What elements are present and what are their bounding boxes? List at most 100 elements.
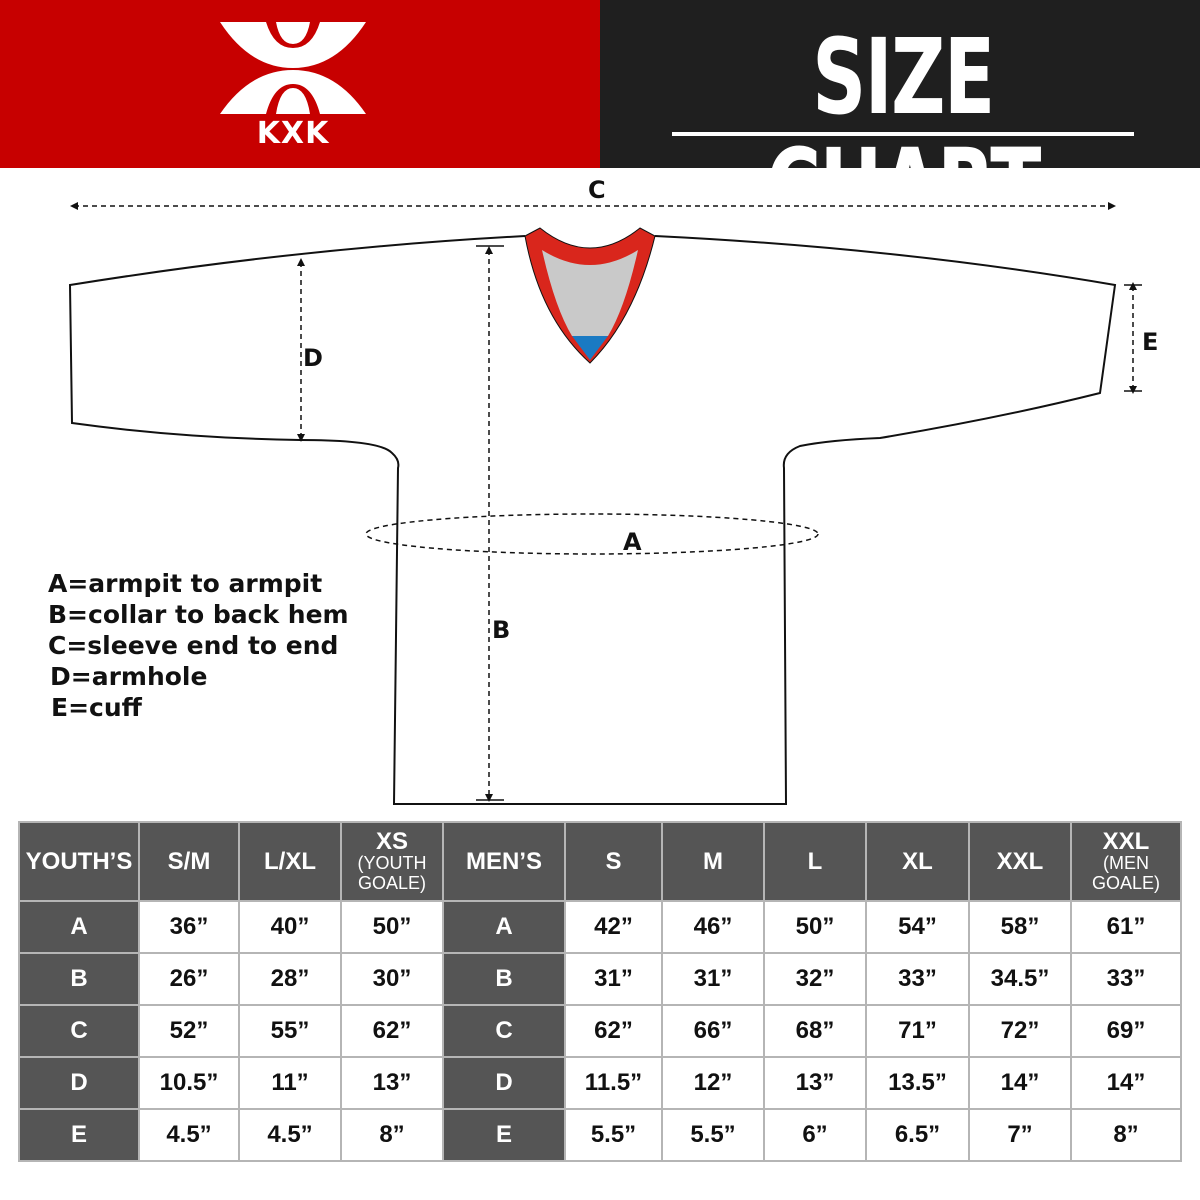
men-size-header: XXL (MEN GOALE) xyxy=(1072,823,1180,900)
men-value: 34.5” xyxy=(970,954,1070,1004)
men-value: 61” xyxy=(1072,902,1180,952)
men-header: MEN’S xyxy=(444,823,564,900)
table-row: D 10.5” 11” 13” D 11.5” 12” 13” 13.5” 14” 14” xyxy=(20,1058,1180,1108)
men-value: 5.5” xyxy=(566,1110,661,1160)
men-value: 62” xyxy=(566,1006,661,1056)
men-value: 14” xyxy=(970,1058,1070,1108)
size-label: M xyxy=(703,847,723,875)
row-label: E xyxy=(20,1110,138,1160)
row-label: B xyxy=(20,954,138,1004)
youth-value: 40” xyxy=(240,902,340,952)
men-value: 13” xyxy=(765,1058,865,1108)
size-label: XXL xyxy=(996,847,1044,875)
men-value: 54” xyxy=(867,902,968,952)
size-label: L/XL xyxy=(264,847,316,875)
legend-item: B=collar to back hem xyxy=(48,600,349,629)
men-value: 12” xyxy=(663,1058,763,1108)
jersey-diagram xyxy=(68,202,1142,805)
size-label: S xyxy=(605,847,622,875)
youth-value: 11” xyxy=(240,1058,340,1108)
youth-size-header: XS (YOUTH GOALE) xyxy=(342,823,442,900)
men-value: 13.5” xyxy=(867,1058,968,1108)
men-size-header: XXL xyxy=(970,823,1070,900)
table-header-row: YOUTH’S S/M L/XL XS (YOUTH GOALE) MEN’S S M L XL X… xyxy=(20,823,1180,900)
men-value: 46” xyxy=(663,902,763,952)
men-value: 5.5” xyxy=(663,1110,763,1160)
men-value: 6.5” xyxy=(867,1110,968,1160)
men-size-header: M xyxy=(663,823,763,900)
youth-value: 13” xyxy=(342,1058,442,1108)
men-value: 32” xyxy=(765,954,865,1004)
size-sublabel: (MEN GOALE) xyxy=(1091,852,1161,893)
youth-size-header: L/XL xyxy=(240,823,340,900)
men-value: 68” xyxy=(765,1006,865,1056)
men-value: 69” xyxy=(1072,1006,1180,1056)
row-label: E xyxy=(444,1110,564,1160)
row-label: C xyxy=(20,1006,138,1056)
men-value: 66” xyxy=(663,1006,763,1056)
men-value: 6” xyxy=(765,1110,865,1160)
men-size-header: XL xyxy=(867,823,968,900)
men-value: 31” xyxy=(663,954,763,1004)
men-size-header: S xyxy=(566,823,661,900)
row-label: A xyxy=(444,902,564,952)
size-label: XL xyxy=(902,847,933,875)
row-label: A xyxy=(20,902,138,952)
row-label: D xyxy=(20,1058,138,1108)
jersey-outline xyxy=(68,235,1117,805)
size-label: S/M xyxy=(167,847,211,875)
men-value: 11.5” xyxy=(566,1058,661,1108)
men-value: 71” xyxy=(867,1006,968,1056)
youth-header: YOUTH’S xyxy=(20,823,138,900)
men-value: 33” xyxy=(867,954,968,1004)
legend-item: C=sleeve end to end xyxy=(48,631,339,660)
size-label: XXL xyxy=(1102,827,1150,855)
label-a: A xyxy=(623,528,642,556)
youth-value: 26” xyxy=(140,954,238,1004)
size-table: YOUTH’S S/M L/XL XS (YOUTH GOALE) MEN’S S M L XL X… xyxy=(18,821,1182,1162)
label-d: D xyxy=(303,344,323,372)
legend-item: E=cuff xyxy=(51,693,142,722)
youth-value: 36” xyxy=(140,902,238,952)
title-banner xyxy=(600,0,1200,168)
men-value: 58” xyxy=(970,902,1070,952)
legend-item: D=armhole xyxy=(50,662,208,691)
kxk-logo-icon xyxy=(220,22,366,114)
size-label: L xyxy=(807,847,823,875)
table-row: A 36” 40” 50” A 42” 46” 50” 54” 58” 61” xyxy=(20,902,1180,952)
label-b: B xyxy=(492,616,511,644)
youth-value: 8” xyxy=(342,1110,442,1160)
table-row: E 4.5” 4.5” 8” E 5.5” 5.5” 6” 6.5” 7” 8” xyxy=(20,1110,1180,1160)
brand-name: KXK xyxy=(256,116,330,151)
row-label: C xyxy=(444,1006,564,1056)
legend-item: A=armpit to armpit xyxy=(48,569,323,598)
youth-size-header: S/M xyxy=(140,823,238,900)
measurement-legend: A=armpit to armpit B=collar to back hem … xyxy=(48,568,349,723)
row-label: D xyxy=(444,1058,564,1108)
men-value: 33” xyxy=(1072,954,1180,1004)
youth-value: 52” xyxy=(140,1006,238,1056)
table-row: C 52” 55” 62” C 62” 66” 68” 71” 72” 69” xyxy=(20,1006,1180,1056)
size-label: XS xyxy=(375,827,408,855)
men-value: 72” xyxy=(970,1006,1070,1056)
youth-value: 10.5” xyxy=(140,1058,238,1108)
youth-value: 55” xyxy=(240,1006,340,1056)
row-label: B xyxy=(444,954,564,1004)
men-value: 14” xyxy=(1072,1058,1180,1108)
page-title: SIZE CHART xyxy=(766,16,1041,248)
table-row: B 26” 28” 30” B 31” 31” 32” 33” 34.5” 33” xyxy=(20,954,1180,1004)
men-value: 8” xyxy=(1072,1110,1180,1160)
label-c: C xyxy=(588,176,606,204)
label-e: E xyxy=(1142,328,1159,356)
youth-value: 4.5” xyxy=(140,1110,238,1160)
youth-value: 4.5” xyxy=(240,1110,340,1160)
men-value: 31” xyxy=(566,954,661,1004)
youth-value: 50” xyxy=(342,902,442,952)
youth-value: 28” xyxy=(240,954,340,1004)
title-underline xyxy=(672,132,1134,136)
men-value: 42” xyxy=(566,902,661,952)
men-value: 50” xyxy=(765,902,865,952)
youth-value: 30” xyxy=(342,954,442,1004)
men-value: 7” xyxy=(970,1110,1070,1160)
youth-value: 62” xyxy=(342,1006,442,1056)
